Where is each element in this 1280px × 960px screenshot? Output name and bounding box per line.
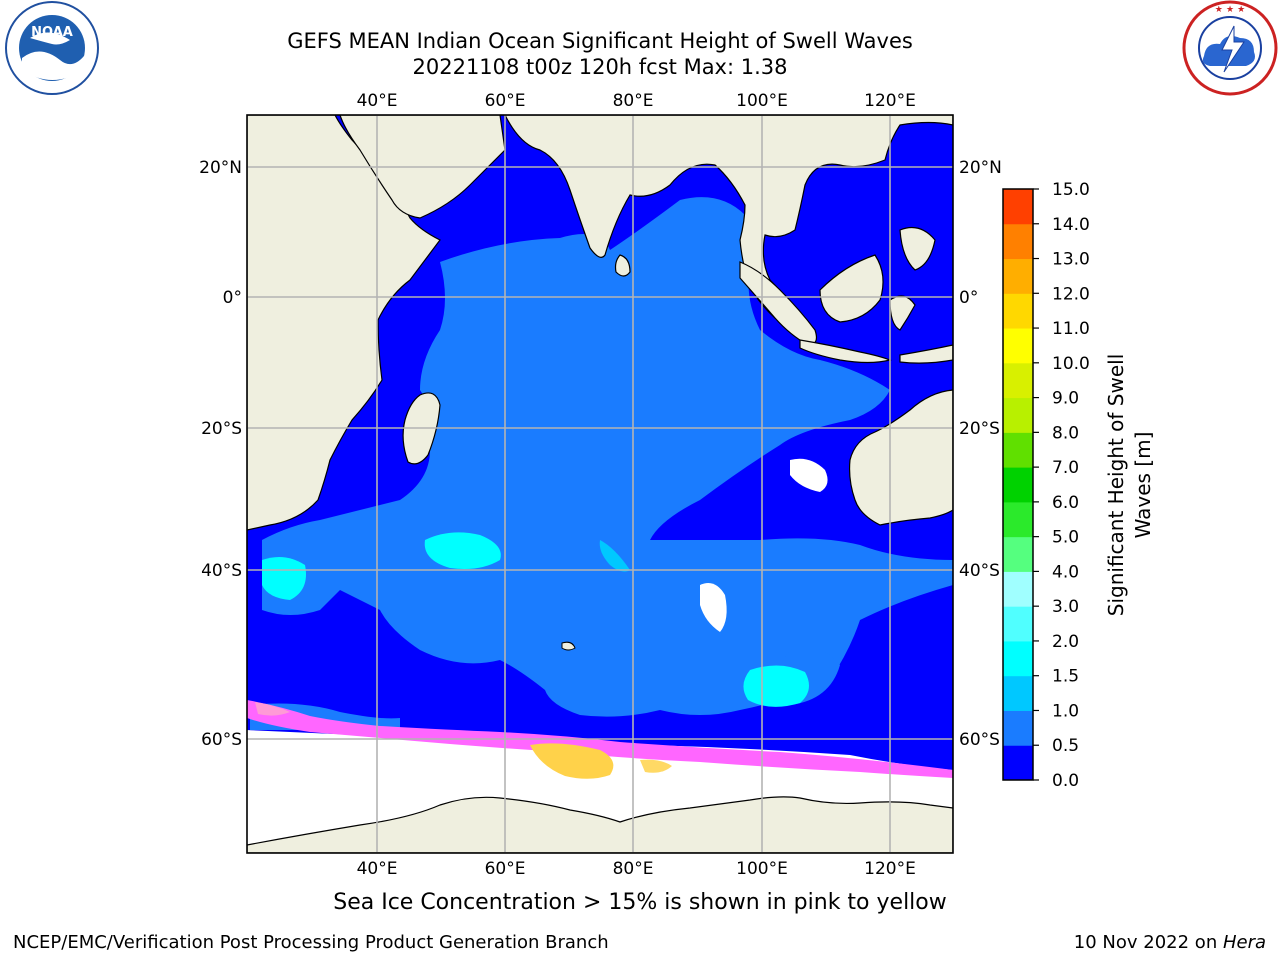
colorbar-tick-label: 15.0 [1052, 180, 1090, 200]
colorbar-tick-label: 13.0 [1052, 250, 1090, 270]
colorbar-swatch [1003, 467, 1033, 503]
lon-label: 100°E [736, 91, 788, 111]
colorbar-tick-label: 5.0 [1052, 528, 1079, 548]
colorbar-tick-label: 7.0 [1052, 458, 1079, 478]
lon-label: 120°E [864, 859, 916, 879]
footer-machine: Hera [1222, 932, 1266, 953]
lat-label: 0° [223, 288, 242, 308]
lon-label: 60°E [485, 859, 526, 879]
sea-ice-yellow [530, 743, 614, 779]
colorbar-swatch [1003, 606, 1033, 642]
lat-label: 20°S [959, 419, 1000, 439]
chart-subtitle: 20221108 t00z 120h fcst Max: 1.38 [412, 55, 788, 79]
colorbar-swatch [1003, 571, 1033, 607]
noaa-logo-icon: NOAA [5, 1, 99, 95]
lon-labels-top: 40°E 60°E 80°E 100°E 120°E [357, 91, 916, 111]
colorbar-tick-label: 10.0 [1052, 354, 1090, 374]
sea-ice-pink [247, 700, 953, 778]
land-australia [848, 389, 953, 526]
colorbar-tick-label: 9.0 [1052, 389, 1079, 409]
footer-date-text: 10 Nov 2022 on [1073, 932, 1223, 953]
lat-label: 20°N [959, 158, 1002, 178]
colorbar-swatch [1003, 362, 1033, 399]
lon-label: 100°E [736, 859, 788, 879]
colorbar-swatch [1003, 675, 1033, 711]
colorbar-swatch [1003, 432, 1033, 468]
colorbar-swatch [1003, 745, 1033, 781]
lat-label: 20°N [199, 158, 242, 178]
colorbar [1002, 188, 1034, 781]
lon-label: 40°E [357, 91, 398, 111]
colorbar-swatch [1003, 710, 1033, 746]
lat-label: 40°S [959, 561, 1000, 581]
colorbar-frame [1002, 188, 1034, 781]
colorbar-label-line2: Waves [m] [1131, 432, 1155, 539]
nws-logo-icon: ★ ★ ★ [1182, 0, 1278, 96]
colorbar-swatch [1003, 397, 1033, 433]
lon-label: 80°E [613, 859, 654, 879]
colorbar-swatch [1003, 501, 1033, 538]
lat-labels-right: 20°N 0° 20°S 40°S 60°S [959, 158, 1002, 750]
map-area [247, 115, 953, 853]
ocean-high-swell-1 [424, 532, 501, 569]
colorbar-swatch [1003, 328, 1033, 364]
colorbar-tick-label: 1.5 [1052, 667, 1079, 687]
lat-label: 60°S [959, 730, 1000, 750]
chart-title: GEFS MEAN Indian Ocean Significant Heigh… [287, 29, 913, 53]
colorbar-ticks: 0.0 0.5 1.0 1.5 2.0 3.0 4.0 5.0 6.0 7.0 8.0 9.0 10.0… [1033, 180, 1090, 791]
colorbar-swatch [1003, 223, 1033, 260]
colorbar-tick-label: 0.5 [1052, 736, 1079, 756]
footer-date: 10 Nov 2022 on Hera [1074, 932, 1266, 953]
colorbar-swatch [1003, 189, 1033, 225]
colorbar-swatch [1003, 536, 1033, 572]
lon-label: 60°E [485, 91, 526, 111]
ocean-high-swell-2 [743, 665, 809, 707]
lat-label: 60°S [201, 730, 242, 750]
map-frame [246, 114, 954, 854]
colorbar-label-line1: Significant Height of Swell [1104, 354, 1128, 616]
colorbar-tick-label: 6.0 [1052, 493, 1079, 513]
colorbar-tick-label: 12.0 [1052, 284, 1090, 304]
colorbar-tick-label: 4.0 [1052, 562, 1079, 582]
colorbar-tick-label: 0.0 [1052, 771, 1079, 791]
lon-labels-bottom: 40°E 60°E 80°E 100°E 120°E [357, 859, 916, 879]
colorbar-tick-label: 11.0 [1052, 319, 1090, 339]
graticule [247, 115, 953, 853]
colorbar-tick-label: 8.0 [1052, 423, 1079, 443]
footer-credit: NCEP/EMC/Verification Post Processing Pr… [13, 932, 609, 953]
lon-label: 40°E [357, 859, 398, 879]
lat-label: 40°S [201, 561, 242, 581]
land-antarctica [247, 796, 953, 853]
colorbar-swatch [1003, 640, 1033, 677]
colorbar-swatch [1003, 258, 1033, 294]
ocean-mid-swell [262, 197, 953, 717]
noaa-logo-text: NOAA [31, 25, 73, 40]
svg-text:★ ★ ★: ★ ★ ★ [1215, 5, 1245, 15]
lat-label: 20°S [201, 419, 242, 439]
lon-label: 80°E [613, 91, 654, 111]
colorbar-tick-label: 14.0 [1052, 215, 1090, 235]
sea-ice-note: Sea Ice Concentration > 15% is shown in … [333, 890, 947, 915]
colorbar-tick-label: 2.0 [1052, 632, 1079, 652]
land-borneo [819, 254, 884, 323]
lat-label: 0° [959, 288, 978, 308]
lat-labels-left: 20°N 0° 20°S 40°S 60°S [199, 158, 242, 750]
lon-label: 120°E [864, 91, 916, 111]
colorbar-swatch [1003, 293, 1033, 329]
colorbar-tick-label: 1.0 [1052, 701, 1079, 721]
colorbar-tick-label: 3.0 [1052, 597, 1079, 617]
ocean-high-swell-3 [262, 556, 306, 600]
